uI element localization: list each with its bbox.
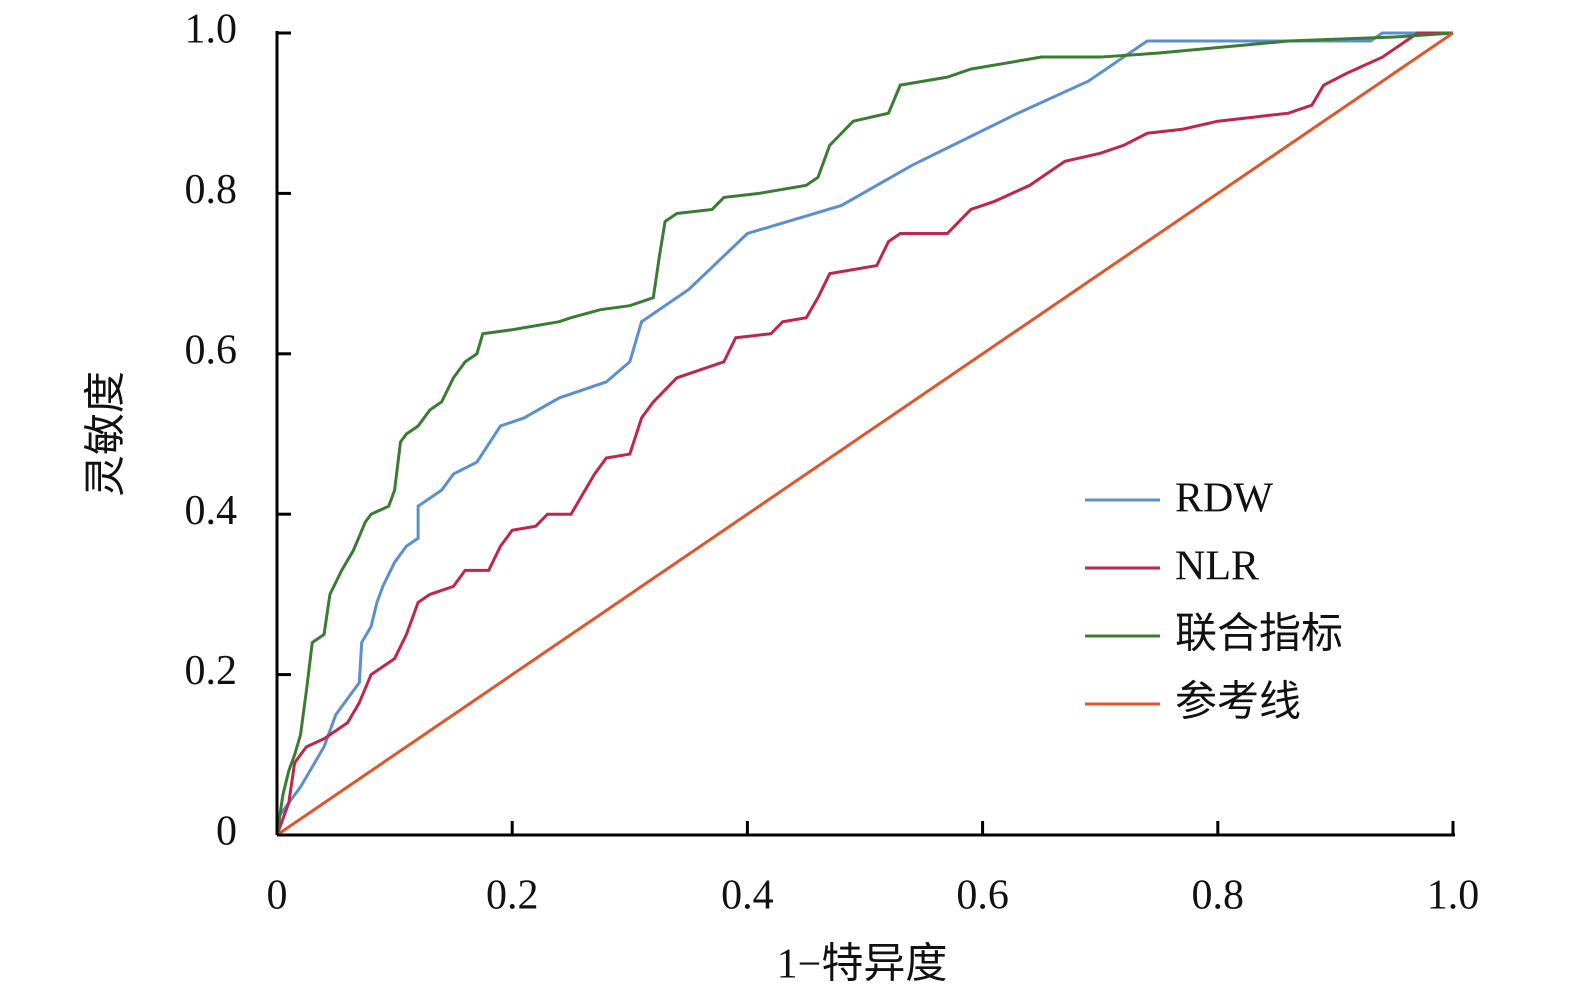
- y-tick-label: 1.0: [185, 7, 238, 53]
- x-axis-label: 1−特异度: [777, 942, 948, 988]
- legend-label: 联合指标: [1175, 612, 1343, 658]
- y-axis-label: 灵敏度: [84, 371, 130, 497]
- roc-line: [275, 31, 1453, 836]
- x-tick-label: 0: [267, 873, 288, 919]
- x-tick-label: 0.2: [486, 873, 539, 919]
- legend-label: 参考线: [1175, 679, 1301, 726]
- y-tick-label: 0.2: [185, 648, 238, 694]
- y-tick-label: 0.8: [185, 167, 238, 213]
- x-tick-label: 0.8: [1192, 873, 1245, 919]
- roc-line: [276, 31, 1454, 837]
- legend-label: RDW: [1175, 476, 1273, 522]
- y-tick-label: 0.6: [185, 327, 238, 373]
- legend-label: NLR: [1175, 544, 1259, 590]
- roc-line: [275, 31, 1453, 835]
- x-tick-label: 0.6: [956, 873, 1009, 919]
- x-tick-label: 0.4: [721, 873, 774, 919]
- y-tick-label: 0.4: [185, 488, 238, 534]
- roc-line: [275, 31, 1454, 836]
- y-tick-label: 0: [216, 809, 237, 855]
- x-tick-label: 1.0: [1427, 873, 1480, 919]
